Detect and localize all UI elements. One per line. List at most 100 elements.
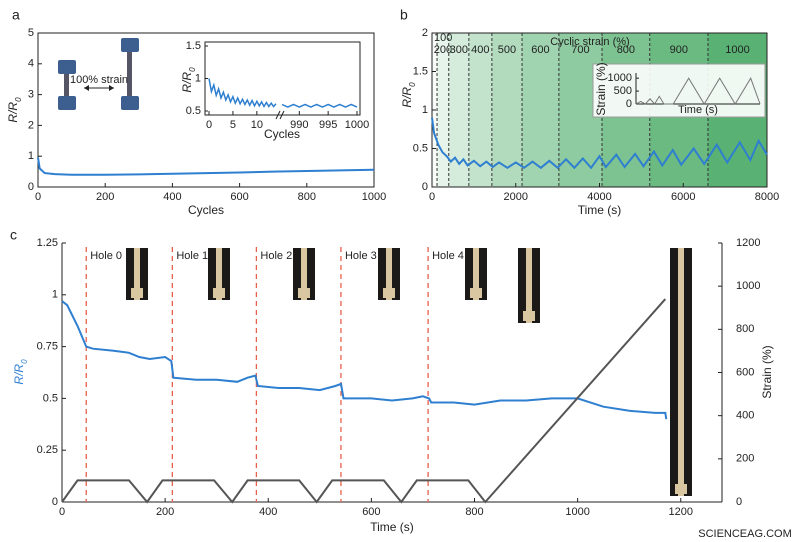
photo-grip — [470, 288, 482, 298]
axis-break — [275, 110, 285, 120]
y-tick-label: 1.25 — [37, 237, 58, 249]
y2-tick-label: 1000 — [736, 280, 760, 292]
y2-tick-label: 600 — [736, 366, 754, 378]
x-tick-label: 2000 — [504, 191, 528, 203]
photo-sample — [386, 248, 392, 300]
data-line — [208, 78, 277, 109]
panel-label: a — [12, 7, 20, 23]
y-tick-label: 5 — [28, 27, 34, 39]
band-label: 200 — [434, 44, 452, 56]
y-tick-label: 500 — [614, 85, 632, 97]
inset-frame — [592, 63, 766, 118]
band-label: 900 — [670, 44, 688, 56]
bands-title: Cyclic strain (%) — [550, 36, 629, 48]
hole-label: Hole 1 — [176, 250, 208, 262]
y-axis-label: R/R0 — [12, 359, 28, 385]
x-tick-label: 600 — [362, 506, 380, 518]
x-tick-label: 8000 — [755, 191, 779, 203]
y-tick-label: 0.25 — [37, 444, 58, 456]
annotation: 100% strain — [70, 74, 128, 86]
y2-tick-label: 400 — [736, 410, 754, 422]
y-axis-label-main: R/R — [12, 364, 26, 385]
x-tick-label: 0 — [35, 191, 41, 203]
band-label: 700 — [571, 44, 589, 56]
x-axis-label: Cycles — [188, 203, 224, 217]
x-tick-label: 400 — [163, 191, 181, 203]
data-line — [431, 117, 768, 170]
photo-grip — [383, 288, 395, 298]
y-tick-label: 0 — [52, 496, 58, 508]
y-tick-label: 4 — [28, 58, 34, 70]
photo-grip — [523, 311, 535, 321]
x-tick-label: 1200 — [669, 506, 693, 518]
y-axis-label-sub: 0 — [20, 359, 29, 364]
panel-label: c — [10, 227, 17, 243]
hole-label: Hole 2 — [260, 250, 292, 262]
y-axis-label-sub: 0 — [14, 97, 23, 102]
band-label: 400 — [471, 44, 489, 56]
x-tick-label: 6000 — [671, 191, 695, 203]
x-tick-label: 800 — [298, 191, 316, 203]
band-label: 300 — [450, 44, 468, 56]
watermark: SCIENCEAG.COM — [698, 528, 792, 540]
y-axis-label-sub: 0 — [188, 67, 197, 72]
x-tick-label: 200 — [96, 191, 114, 203]
photo-sample — [526, 248, 532, 323]
y-tick-label: 0 — [28, 181, 34, 193]
panel-label: b — [400, 7, 408, 23]
photo-sample — [678, 248, 684, 496]
strain-band — [437, 33, 449, 187]
photo-sample — [473, 248, 479, 300]
data-line — [281, 103, 358, 108]
y-tick-label: 2 — [28, 119, 34, 131]
y-axis-label-main: R/R — [180, 72, 194, 93]
y-tick-label: 0.5 — [413, 142, 428, 154]
y-tick-label: 0 — [422, 181, 428, 193]
strain-band — [448, 33, 469, 187]
y-axis-label: Strain (%) — [760, 345, 774, 398]
y-axis-label-main: R/R — [400, 87, 414, 108]
x-tick-label: 1000 — [362, 191, 386, 203]
photo-grip — [298, 288, 310, 298]
photo-grip — [213, 288, 225, 298]
x-tick-label: 0 — [429, 191, 435, 203]
hole-label: Hole 0 — [90, 250, 122, 262]
photo-sample — [134, 248, 140, 300]
x-axis-label: Cycles — [264, 127, 300, 141]
y-tick-label: 0.75 — [37, 341, 58, 353]
y-tick-label: 0.5 — [186, 105, 201, 117]
x-axis-label: Time (s) — [578, 203, 622, 217]
data-line — [61, 300, 668, 420]
y-tick-label: 1.5 — [413, 65, 428, 77]
y-axis-label: R/R0 — [180, 67, 196, 93]
band-label: 500 — [498, 44, 516, 56]
y-tick-label: 1000 — [608, 72, 632, 84]
y-tick-label: 1 — [52, 289, 58, 301]
x-axis-label: Time (s) — [370, 520, 414, 534]
x-tick-label: 1000 — [565, 506, 589, 518]
x-tick-label: 400 — [259, 506, 277, 518]
y-tick-label: 0.5 — [43, 392, 58, 404]
x-tick-label: 4000 — [587, 191, 611, 203]
y2-tick-label: 800 — [736, 323, 754, 335]
data-line — [635, 77, 761, 105]
photos — [126, 248, 692, 496]
x-tick-label: 600 — [230, 191, 248, 203]
x-tick-label: 995 — [319, 119, 337, 131]
x-tick-label: 990 — [290, 119, 308, 131]
y-tick-label: 3 — [28, 89, 34, 101]
photo-sample — [301, 248, 307, 300]
data-line — [61, 298, 667, 504]
x-tick-label: 200 — [156, 506, 174, 518]
dumbbells — [58, 38, 139, 110]
y2-tick-label: 200 — [736, 453, 754, 465]
photo-sample — [216, 248, 222, 300]
y-tick-label: 0 — [626, 98, 632, 110]
band-label: 800 — [617, 44, 635, 56]
plot-frame — [37, 32, 375, 188]
x-axis-label: Time (s) — [678, 104, 718, 116]
x-tick-label: 1000 — [345, 119, 369, 131]
hole-label: Hole 4 — [432, 250, 464, 262]
